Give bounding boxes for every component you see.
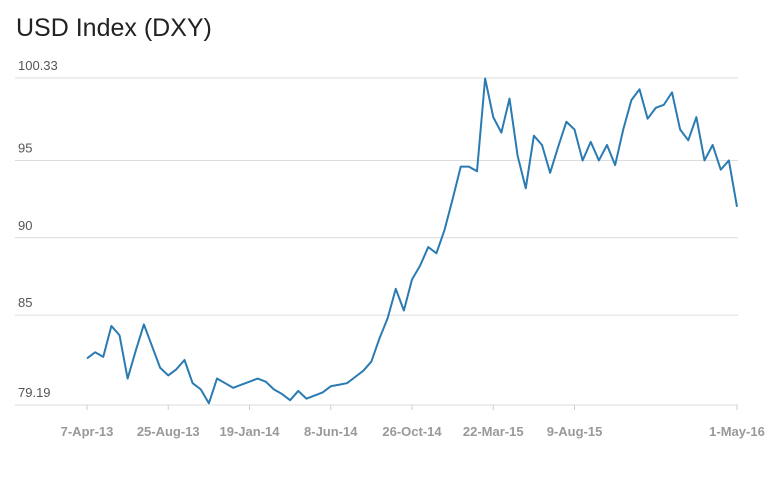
x-tick-label: 7-Apr-13 (61, 424, 114, 439)
x-tick-label: 19-Jan-14 (220, 424, 281, 439)
y-tick-label: 85 (18, 295, 32, 310)
x-tick-label: 8-Jun-14 (304, 424, 358, 439)
x-tick-label: 9-Aug-15 (547, 424, 603, 439)
y-tick-label: 95 (18, 140, 32, 155)
x-tick-label: 25-Aug-13 (137, 424, 200, 439)
y-tick-label: 79.19 (18, 385, 51, 400)
line-series (86, 77, 738, 405)
x-tick-label: 1-May-16 (709, 424, 765, 439)
x-tick-label: 26-Oct-14 (382, 424, 442, 439)
chart-title: USD Index (DXY) (16, 14, 212, 42)
y-tick-label: 90 (18, 218, 32, 233)
x-tick-label: 22-Mar-15 (463, 424, 524, 439)
y-tick-label: 100.33 (18, 58, 58, 73)
